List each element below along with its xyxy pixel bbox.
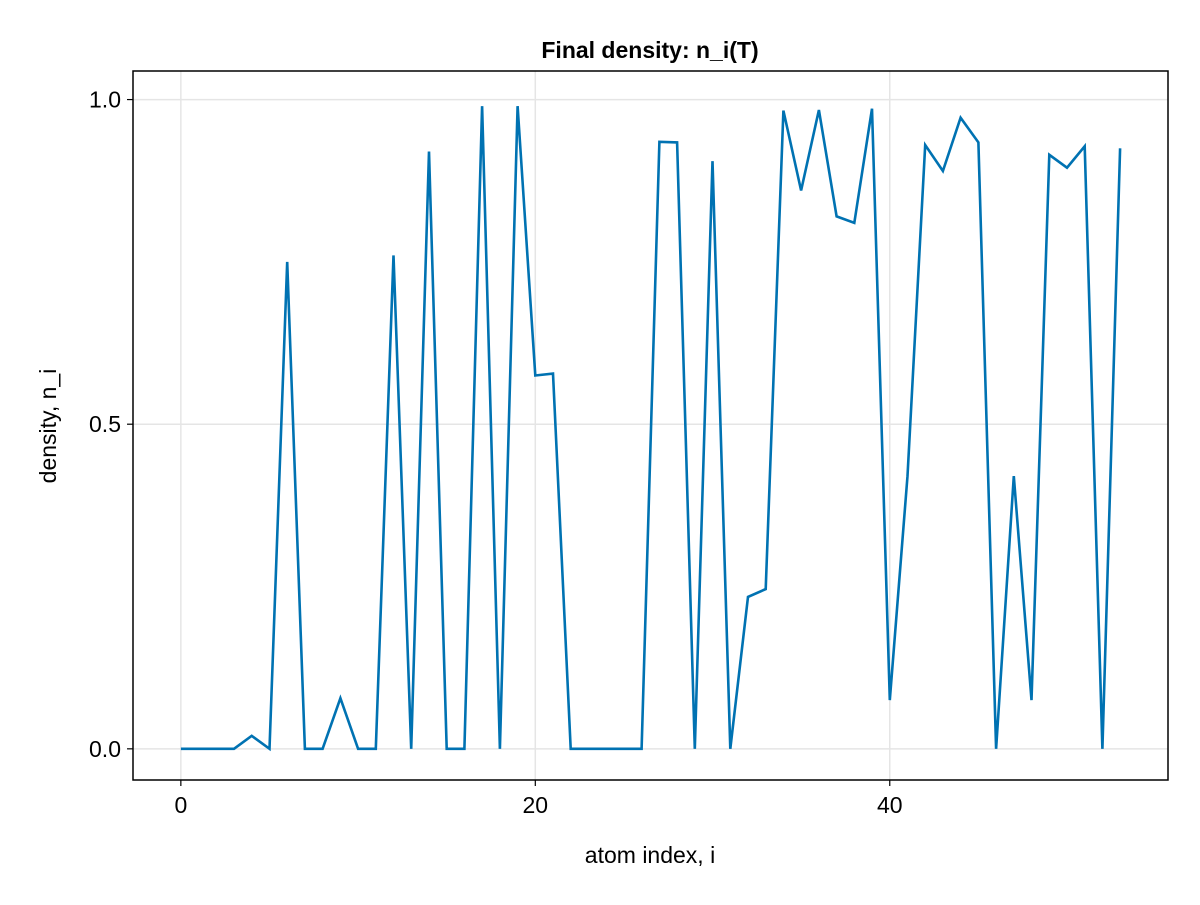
plot-frame (132, 70, 1169, 781)
x-tick-label: 40 (877, 792, 903, 818)
chart-title: Final density: n_i(T) (541, 37, 758, 63)
ticks: 0 20 40 0.0 0.5 1.0 (89, 87, 903, 818)
y-tick-label: 0.5 (89, 411, 121, 437)
y-tick-label: 1.0 (89, 87, 121, 113)
x-tick-label: 0 (174, 792, 187, 818)
y-axis-label: density, n_i (35, 369, 61, 484)
x-tick-label: 20 (523, 792, 549, 818)
x-axis-label: atom index, i (585, 842, 715, 868)
series-line (180, 106, 1122, 752)
y-tick-label: 0.0 (89, 736, 121, 762)
